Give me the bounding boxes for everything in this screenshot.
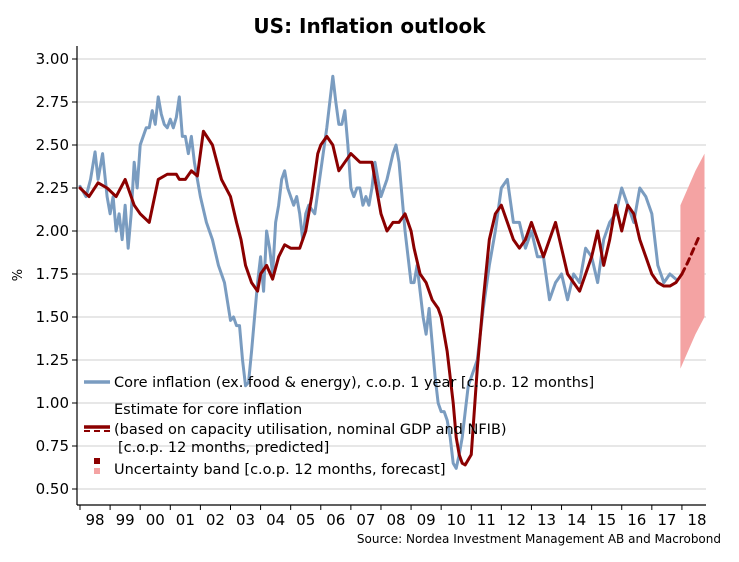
- x-tick-label: 01: [176, 511, 195, 529]
- y-tick-label: 1.75: [36, 265, 69, 283]
- legend-label-estimate-line2: (based on capacity utilisation, nominal …: [114, 422, 507, 438]
- legend-label-core: Core inflation (ex. food & energy), c.o.…: [114, 375, 594, 391]
- x-tick-label: 17: [657, 511, 676, 529]
- legend-label-estimate: Estimate for core inflation: [114, 402, 302, 418]
- y-tick-label: 2.25: [36, 179, 69, 197]
- legend-swatch-band-dark: [94, 458, 100, 464]
- y-tick-label: 3.00: [36, 50, 69, 68]
- y-tick-label: 2.50: [36, 136, 69, 154]
- estimate-forecast-line: [680, 232, 702, 276]
- source-note: Source: Nordea Investment Management AB …: [356, 532, 721, 546]
- legend-label-band: Uncertainty band [c.o.p. 12 months, fore…: [114, 462, 446, 478]
- x-tick-label: 18: [687, 511, 706, 529]
- x-tick-label: 12: [507, 511, 526, 529]
- x-tick-label: 08: [386, 511, 405, 529]
- x-tick-label: 99: [116, 511, 135, 529]
- x-tick-label: 09: [417, 511, 436, 529]
- axes: 3.00 2.75 2.50 2.25 2.00 1.75 1.50 1.25 1.00 0.75…: [36, 46, 707, 529]
- x-tick-label: 15: [597, 511, 616, 529]
- estimate-line: [78, 129, 684, 467]
- x-tick-label: 10: [447, 511, 466, 529]
- y-tick-label: 1.25: [36, 351, 69, 369]
- y-tick-label: 1.50: [36, 308, 69, 326]
- grid-lines: [77, 58, 706, 490]
- chart-title: US: Inflation outlook: [253, 14, 486, 38]
- y-tick-label: 0.50: [36, 480, 69, 498]
- x-tick-label: 16: [627, 511, 646, 529]
- core-inflation-line: [78, 74, 678, 470]
- x-tick-label: 11: [477, 511, 496, 529]
- y-tick-label: 0.75: [36, 437, 69, 455]
- y-axis-label: %: [11, 269, 26, 281]
- x-tick-label: 07: [356, 511, 375, 529]
- x-tick-label: 05: [296, 511, 315, 529]
- x-tick-label: 13: [537, 511, 556, 529]
- legend: Core inflation (ex. food & energy), c.o.…: [84, 375, 594, 478]
- x-tick-label: 03: [236, 511, 255, 529]
- series-layer: [78, 74, 702, 470]
- uncertainty-band: [680, 153, 705, 369]
- x-tick-label: 04: [266, 511, 285, 529]
- x-tick-label: 06: [326, 511, 345, 529]
- y-tick-label: 2.00: [36, 222, 69, 240]
- legend-label-estimate-line3: [c.o.p. 12 months, predicted]: [118, 440, 329, 456]
- y-tick-label: 2.75: [36, 93, 69, 111]
- uncertainty-band-layer: [680, 153, 705, 369]
- x-tick-label: 00: [146, 511, 165, 529]
- legend-swatch-band-light: [94, 468, 100, 474]
- x-tick-label: 98: [86, 511, 105, 529]
- x-tick-label: 14: [567, 511, 586, 529]
- y-tick-label: 1.00: [36, 394, 69, 412]
- x-tick-label: 02: [206, 511, 225, 529]
